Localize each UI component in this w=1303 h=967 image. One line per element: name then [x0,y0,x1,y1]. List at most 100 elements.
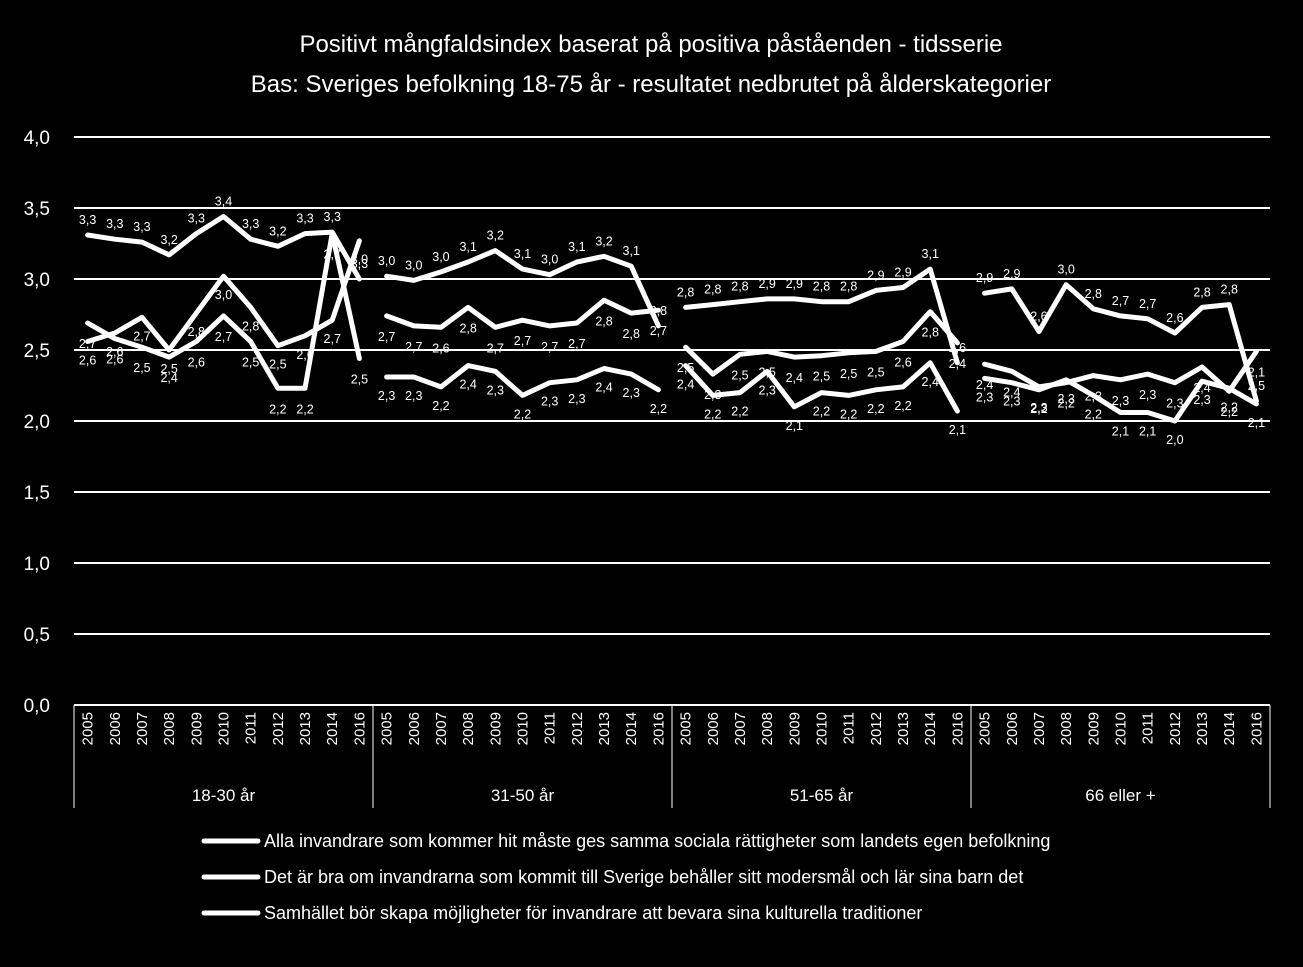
series-line-3 [982,375,1259,424]
data-label: 2,1 [786,419,803,433]
data-label: 2,6 [894,355,911,369]
data-label: 2,5 [269,358,286,372]
data-label: 2,3 [623,386,640,400]
data-label: 2,5 [1248,379,1265,393]
x-tick-label: 2007 [134,712,151,745]
data-label: 2,7 [378,330,395,344]
data-label: 3,0 [351,253,368,267]
data-label: 2,5 [242,355,259,369]
data-label: 2,9 [786,277,803,291]
x-tick-label: 2013 [1194,712,1211,745]
data-label: 2,3 [704,388,721,402]
data-label: 2,5 [731,368,748,382]
x-tick-label: 2008 [161,712,178,745]
x-tick-label: 2009 [487,712,504,745]
data-label: 2,7 [215,330,232,344]
data-label: 2,1 [1112,424,1129,438]
data-label: 3,0 [215,288,232,302]
data-label: 2,3 [1112,394,1129,408]
series-line-1 [85,214,362,282]
data-label: 2,1 [1248,365,1265,379]
data-label: 2,3 [976,390,993,404]
series-line-1 [683,266,960,366]
series-line-3 [683,360,960,414]
data-label: 2,4 [1193,381,1210,395]
data-label: 3,2 [269,224,286,238]
data-label: 2,8 [623,327,640,341]
x-tick-label: 2008 [460,712,477,745]
data-label: 2,2 [514,407,531,421]
data-label: 2,4 [786,371,803,385]
data-label: 3,3 [351,257,368,271]
data-label: 2,9 [1003,267,1020,281]
x-tick-label: 2013 [596,712,613,745]
data-label: 2,3 [1003,395,1020,409]
data-label: 2,8 [704,283,721,297]
x-tick-label: 2012 [868,712,885,745]
x-tick-label: 2008 [759,712,776,745]
group-label: 51-65 år [790,786,854,805]
data-label: 2,8 [650,304,667,318]
data-label: 2,2 [432,399,449,413]
x-tick-label: 2014 [324,712,341,745]
x-tick-label: 2010 [1113,712,1130,745]
data-label: 2,2 [1221,405,1238,419]
x-tick-label: 2007 [433,712,450,745]
data-label: 3,2 [160,233,177,247]
x-tick-label: 2012 [270,712,287,745]
data-label: 2,3 [1193,393,1210,407]
data-label: 2,4 [922,375,939,389]
data-label: 3,3 [79,213,96,227]
data-label: 3,0 [1057,263,1074,277]
y-tick-label: 3,0 [24,270,50,291]
x-axis: 2005 2006 2007 2008 2009 2010 2011 2012 2013 2014… [73,705,1271,808]
x-tick-label: 2013 [297,712,314,745]
y-tick-label: 2,0 [24,412,50,433]
x-tick-label: 2010 [814,712,831,745]
x-tick-label: 2006 [406,712,423,745]
series-lines [85,214,1259,424]
data-label: 3,3 [296,212,313,226]
data-label: 2,2 [1030,402,1047,416]
data-label: 2,8 [1085,287,1102,301]
data-label: 2,4 [949,357,966,371]
y-tick-label: 1,0 [24,554,50,575]
series-line-2 [85,231,362,391]
series-line-1 [982,282,1259,404]
data-label: 2,3 [405,389,422,403]
series-line-2 [683,309,960,377]
chart-title: Positivt mångfaldsindex baserat på posit… [299,31,1002,58]
data-label: 2,8 [459,321,476,335]
series-line-2 [982,348,1259,394]
data-label: 2,2 [813,405,830,419]
data-label: 2,4 [595,380,612,394]
data-label: 2,5 [133,361,150,375]
data-label: 3,0 [405,258,422,272]
legend: Alla invandrare som kommer hit måste ges… [201,831,1050,923]
x-tick-label: 2012 [1167,712,1184,745]
data-label: 2,5 [840,367,857,381]
data-label: 2,5 [160,362,177,376]
data-label: 2,2 [1057,397,1074,411]
data-label: 2,8 [813,280,830,294]
data-label: 2,7 [1139,297,1156,311]
data-label: 2,6 [296,348,313,362]
x-tick-label: 2014 [1221,712,1238,745]
group-label: 31-50 år [491,786,555,805]
x-tick-label: 2016 [650,712,667,745]
data-label: 2,2 [731,405,748,419]
data-label: 2,8 [922,326,939,340]
x-tick-label: 2005 [678,712,695,745]
data-label: 2,8 [1221,283,1238,297]
x-tick-label: 2016 [949,712,966,745]
data-label: 2,2 [867,402,884,416]
data-label: 2,9 [976,271,993,285]
data-label: 3,3 [133,220,150,234]
data-label: 3,1 [568,240,585,254]
data-label: 2,4 [677,378,694,392]
data-label: 2,5 [677,361,694,375]
data-label: 2,3 [1166,397,1183,411]
x-tick-label: 2009 [1085,712,1102,745]
x-tick-label: 2007 [1031,712,1048,745]
